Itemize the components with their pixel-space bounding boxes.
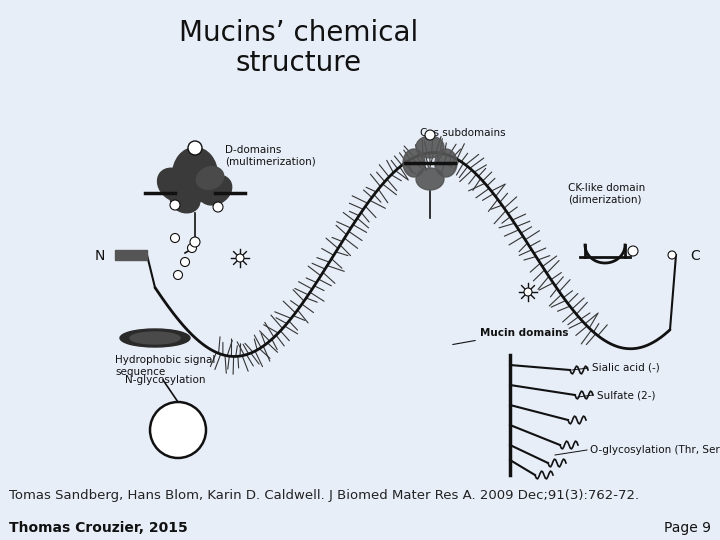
Ellipse shape [403,149,425,177]
Text: O-glycosylation (Thr, Ser): O-glycosylation (Thr, Ser) [590,445,720,455]
Ellipse shape [120,329,190,347]
Text: Hydrophobic signal
sequence: Hydrophobic signal sequence [115,355,215,376]
Circle shape [213,202,223,212]
Ellipse shape [197,167,224,190]
Ellipse shape [416,168,444,190]
Text: Thomas Crouzier, 2015: Thomas Crouzier, 2015 [9,521,187,535]
Circle shape [236,254,244,262]
Circle shape [668,251,676,259]
Text: Page 9: Page 9 [665,521,711,535]
Text: CK-like domain
(dimerization): CK-like domain (dimerization) [568,184,645,205]
Circle shape [170,200,180,210]
Circle shape [187,244,197,253]
Circle shape [174,271,182,280]
Text: D-domains
(multimerization): D-domains (multimerization) [225,145,316,167]
Text: Mucins’ chemical: Mucins’ chemical [179,19,418,47]
Text: C: C [690,249,700,263]
Text: N: N [95,249,105,263]
Ellipse shape [416,136,444,158]
Text: Tomas Sandberg, Hans Blom, Karin D. Caldwell. J Biomed Mater Res A. 2009 Dec;91(: Tomas Sandberg, Hans Blom, Karin D. Cald… [9,489,639,502]
Bar [115,250,147,260]
Circle shape [188,141,202,155]
Ellipse shape [130,332,180,344]
Circle shape [425,130,435,140]
Ellipse shape [158,168,192,202]
Text: Cys subdomains: Cys subdomains [420,128,505,138]
Text: Mucin domains: Mucin domains [480,328,569,338]
Text: Sialic acid (-): Sialic acid (-) [592,363,660,373]
Text: Sulfate (2-): Sulfate (2-) [597,390,655,400]
Circle shape [171,233,179,242]
Ellipse shape [170,187,199,213]
Circle shape [150,402,206,458]
Circle shape [181,258,189,267]
Text: structure: structure [235,49,362,77]
Ellipse shape [435,149,457,177]
Text: N-glycosylation: N-glycosylation [125,375,205,385]
Ellipse shape [173,147,217,202]
Circle shape [628,246,638,256]
Circle shape [524,288,532,296]
Ellipse shape [198,175,232,205]
Circle shape [190,237,200,247]
